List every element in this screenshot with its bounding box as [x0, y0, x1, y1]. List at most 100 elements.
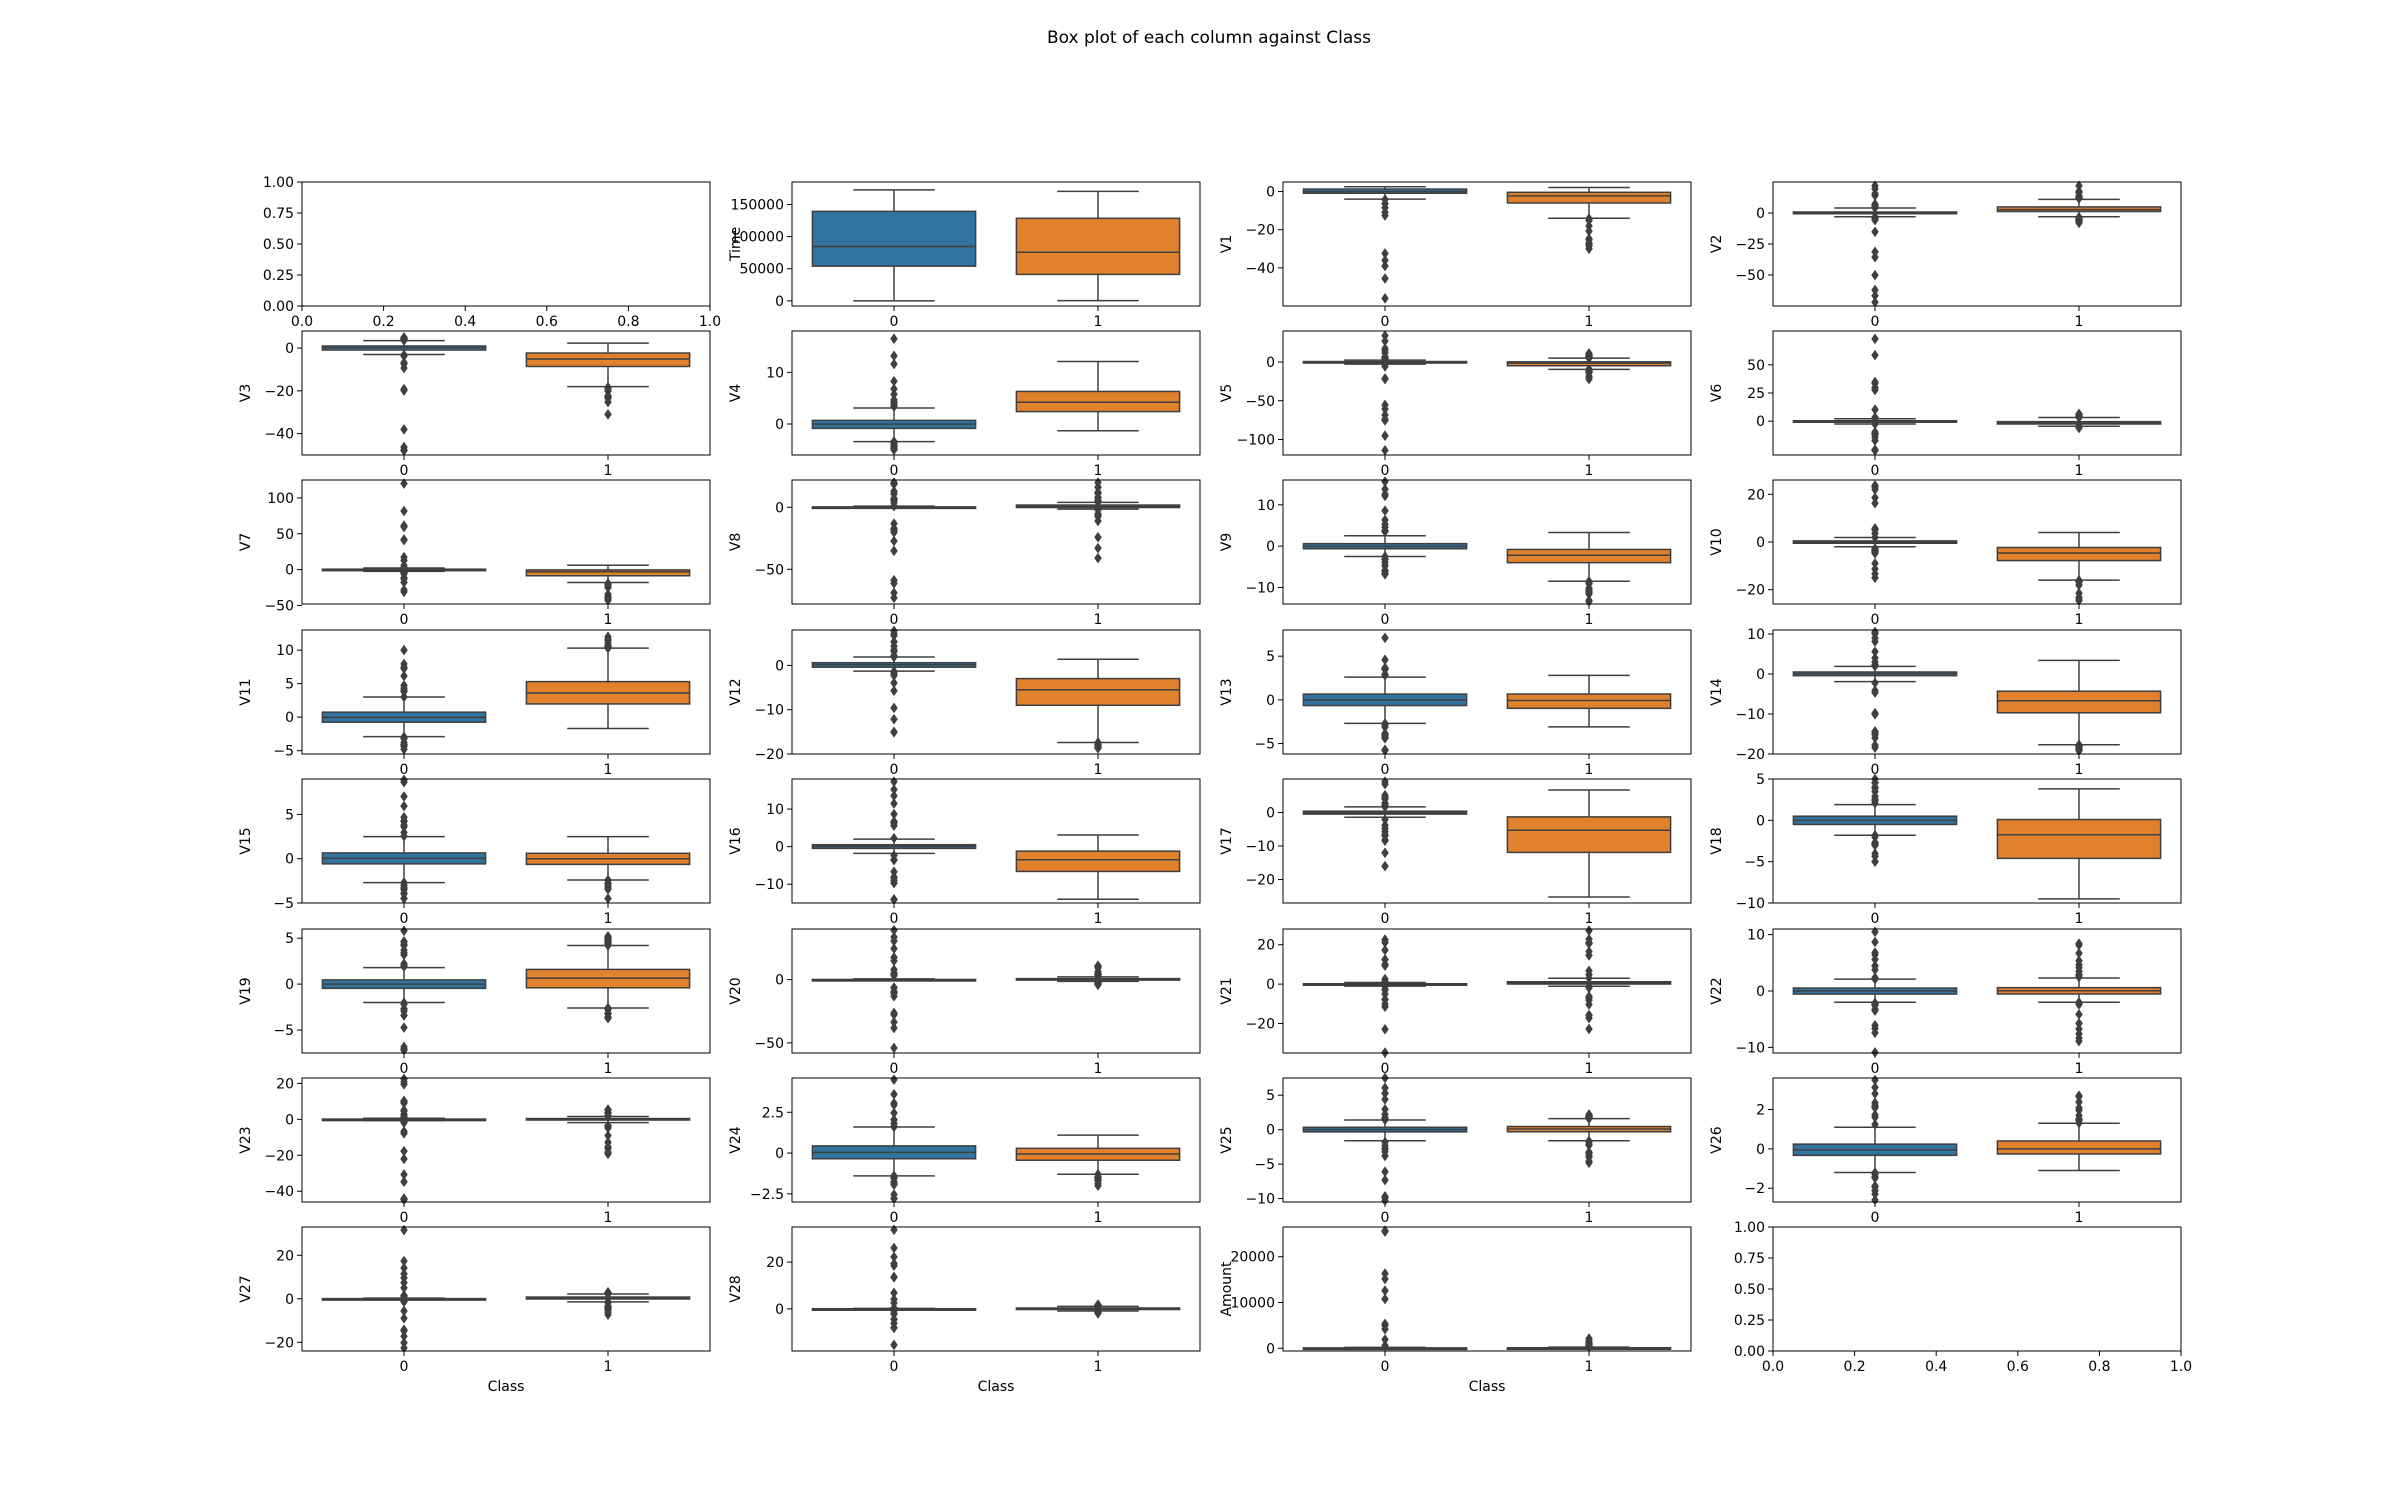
iqr-box: [1015, 217, 1181, 276]
y-axis-label: V18: [1709, 827, 1725, 854]
box-class-0: [811, 776, 977, 906]
x-tick-label: 0: [1381, 612, 1390, 628]
y-tick-label: 0: [1266, 977, 1275, 993]
outlier-marker: [1381, 1093, 1389, 1105]
box-class-1: [1015, 1299, 1181, 1319]
outlier-marker: [1871, 1194, 1879, 1206]
axes-frame: [791, 1077, 1201, 1203]
y-tick-label: 10: [1257, 498, 1275, 514]
y-axis-label: V24: [728, 1126, 744, 1153]
outlier-marker: [1381, 521, 1389, 533]
outlier-marker: [400, 445, 408, 457]
y-tick-label: 50000: [739, 262, 784, 278]
y-tick-label: 0: [285, 977, 294, 993]
x-axis-label: Class: [488, 1379, 525, 1395]
outlier-marker: [400, 925, 408, 937]
outlier-marker: [1871, 926, 1879, 938]
iqr-box: [1506, 191, 1672, 204]
outlier-marker: [400, 1312, 408, 1324]
box-class-0: [1792, 926, 1958, 1058]
y-tick-label: 0: [285, 710, 294, 726]
y-tick-label: 0: [1266, 693, 1275, 709]
y-axis-label: V2: [1709, 235, 1725, 253]
box-class-1: [1506, 789, 1672, 898]
y-tick-label: 0: [775, 294, 784, 310]
x-tick-label: 1: [1585, 314, 1594, 330]
outlier-marker: [400, 791, 408, 802]
x-tick-label: 1: [2075, 463, 2084, 479]
y-tick-label: −5: [1254, 1157, 1275, 1173]
x-tick-label: 0: [1871, 911, 1880, 927]
axes-frame: [791, 928, 1201, 1054]
y-tick-label: −10: [754, 703, 784, 719]
x-tick-label: 1: [2075, 1061, 2084, 1077]
outlier-marker: [1871, 936, 1879, 948]
outlier-marker: [2075, 595, 2083, 607]
outlier-marker: [604, 1130, 612, 1141]
y-axis-label: V15: [238, 827, 254, 854]
axes-frame: [301, 1077, 711, 1203]
y-tick-label: 20: [1257, 938, 1275, 954]
axes-frame: [791, 629, 1201, 755]
y-tick-label: 10000: [1230, 1295, 1275, 1311]
x-tick-label: 0.2: [372, 314, 394, 330]
outlier-marker: [400, 644, 408, 656]
y-tick-label: −10: [1735, 707, 1765, 723]
outlier-marker: [604, 893, 612, 905]
subplot-v14: 0 −10 −20 10 0 1 V14: [1709, 626, 2182, 778]
y-tick-label: 100: [267, 491, 294, 507]
outlier-marker: [400, 1342, 408, 1354]
x-tick-label: 0: [890, 314, 899, 330]
outlier-marker: [1871, 837, 1879, 848]
subplot-v21: 0 −20 20 0 1 V21: [1219, 925, 1692, 1077]
y-tick-label: 0: [1266, 185, 1275, 201]
outlier-marker: [400, 682, 408, 694]
y-tick-label: 0: [1756, 206, 1765, 222]
x-tick-label: 1: [1585, 1061, 1594, 1077]
box-class-0: [321, 478, 487, 598]
outlier-marker: [1381, 934, 1389, 946]
outlier-marker: [1381, 960, 1389, 972]
outlier-marker: [890, 1107, 898, 1119]
outlier-marker: [890, 854, 898, 866]
y-tick-label: −20: [1735, 747, 1765, 763]
outlier-marker: [890, 545, 898, 557]
y-tick-label: 150000: [731, 197, 784, 213]
y-tick-label: −10: [1245, 1192, 1275, 1208]
outlier-marker: [1871, 1109, 1879, 1121]
x-tick-label: 0: [400, 1359, 409, 1375]
outlier-marker: [1871, 652, 1879, 664]
y-tick-label: −5: [1744, 855, 1765, 871]
outlier-marker: [890, 396, 898, 408]
y-tick-label: −10: [1735, 1040, 1765, 1056]
outlier-marker: [890, 784, 898, 795]
x-tick-label: 1: [1094, 1061, 1103, 1077]
subplot-empty-31: 0.0 0.2 0.4 0.6 0.8 1.0 0.00 0.25 0.50 0.75 1.00: [1734, 1220, 2192, 1375]
x-tick-label: 1.0: [2170, 1359, 2192, 1375]
x-axis-label: Class: [978, 1379, 1015, 1395]
outlier-marker: [1871, 349, 1879, 361]
outlier-marker: [1381, 198, 1389, 210]
outlier-marker: [400, 1125, 408, 1137]
outlier-marker: [1381, 1293, 1389, 1305]
box-class-1: [1996, 180, 2162, 229]
y-axis-label: V9: [1219, 533, 1235, 551]
y-tick-label: 10: [276, 643, 294, 659]
outlier-marker: [1871, 333, 1879, 345]
x-tick-label: 0: [890, 463, 899, 479]
x-tick-label: 1: [1094, 463, 1103, 479]
axes-frame: [301, 181, 711, 307]
outlier-marker: [1381, 273, 1389, 284]
x-tick-label: 0.8: [617, 314, 639, 330]
box-class-1: [1015, 360, 1181, 432]
outlier-marker: [1381, 1225, 1389, 1237]
x-tick-label: 0: [1381, 463, 1390, 479]
outlier-marker: [1871, 1005, 1879, 1017]
outlier-marker: [1871, 636, 1879, 648]
outlier-marker: [400, 1073, 408, 1085]
outlier-marker: [1871, 497, 1879, 509]
outlier-marker: [1871, 404, 1879, 416]
y-tick-label: −25: [1735, 237, 1765, 253]
y-tick-label: 0: [285, 852, 294, 868]
y-tick-label: 2.5: [762, 1105, 784, 1121]
